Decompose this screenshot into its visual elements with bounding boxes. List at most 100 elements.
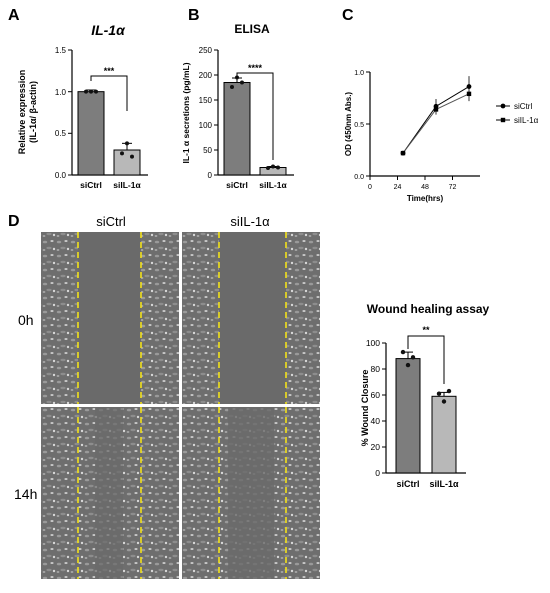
micrograph-siil1a-14h-gap [228, 407, 274, 579]
chart-b: ELISA IL-1 α secretions (pg/mL) 0 50 100… [181, 22, 294, 190]
chart-a: IL-1α Relative expression (IL-1α/ β-acti… [17, 22, 148, 190]
panel-label-c: C [342, 7, 354, 24]
chart-d-cat-0: siCtrl [396, 479, 419, 489]
chart-c-legend-marker-1 [500, 117, 506, 123]
chart-d-sig-bracket [407, 335, 445, 384]
micrograph-sictrl-14h [41, 407, 179, 579]
chart-a-ytick-2: 1.0 [55, 88, 67, 97]
chart-b-pt-0-2 [240, 80, 244, 85]
chart-b-ylabel: IL-1 α secretions (pg/mL) [181, 62, 191, 163]
chart-c-pt-0-2 [466, 84, 472, 89]
micrograph-sictrl-14h-gap [95, 407, 123, 579]
micrograph-grid: siCtrl siIL-1α 0h 14h [14, 214, 320, 579]
chart-b-ytick-5: 250 [199, 46, 213, 55]
chart-c-pt-1-1 [433, 107, 439, 112]
chart-a-cat-0: siCtrl [80, 180, 102, 190]
chart-c: OD (450nm Abs.) 0.0 0.5 1.0 0 24 48 72 T… [344, 70, 539, 203]
chart-a-sig-bracket [90, 75, 128, 111]
chart-a-pt-1-0 [120, 151, 124, 156]
chart-d-ylabel: % Wound Closure [360, 370, 370, 447]
chart-b-pt-1-1 [271, 164, 275, 169]
chart-c-ytick-2: 1.0 [354, 70, 364, 77]
chart-c-yticks: 0.0 0.5 1.0 [354, 70, 370, 181]
chart-d-ytick-3: 60 [371, 390, 381, 400]
chart-d-pt-0-0 [400, 349, 406, 355]
chart-b-pt-1-0 [266, 166, 270, 170]
panel-label-b: B [188, 7, 200, 24]
chart-c-xtick-3: 72 [449, 184, 457, 191]
chart-b-bar-0 [223, 82, 251, 176]
chart-c-xtick-2: 48 [421, 184, 429, 191]
chart-d-pt-1-1 [441, 399, 447, 404]
chart-c-legend-marker-0 [500, 103, 506, 109]
chart-d-ytick-5: 100 [366, 338, 380, 348]
chart-b-ytick-3: 150 [199, 96, 213, 105]
chart-c-xticks: 0 24 48 72 [368, 176, 456, 191]
chart-d-bar-1 [431, 395, 457, 474]
chart-d-ytick-0: 0 [375, 468, 380, 478]
chart-c-legend: siCtrl siIL-1α [496, 102, 539, 125]
chart-a-ytick-3: 1.5 [55, 46, 67, 55]
chart-c-pt-1-2 [466, 91, 472, 97]
micrograph-sictrl-0h [41, 232, 179, 404]
chart-b-cat-0: siCtrl [226, 180, 248, 190]
chart-d-yticks: 0 20 40 60 80 100 [366, 338, 386, 478]
chart-c-ytick-0: 0.0 [354, 174, 364, 181]
chart-d-cat-1: siIL-1α [429, 479, 459, 489]
chart-a-pt-0-0 [84, 89, 88, 94]
panel-label-d: D [8, 213, 20, 230]
chart-a-pt-1-1 [125, 141, 129, 146]
micrograph-siil1a-0h-gap [219, 232, 286, 404]
chart-a-ytick-1: 0.5 [55, 129, 67, 138]
chart-c-pt-1-0 [400, 150, 406, 156]
chart-d-title: Wound healing assay [367, 302, 490, 316]
chart-d-sig-label: ** [422, 325, 430, 335]
chart-d-pt-0-2 [410, 355, 416, 360]
chart-c-ylabel: OD (450nm Abs.) [344, 92, 353, 156]
chart-b-bar-1 [259, 167, 287, 176]
micrograph-row-label-1: 14h [14, 486, 37, 502]
chart-a-pt-0-2 [94, 89, 98, 94]
chart-c-xtick-0: 0 [368, 184, 372, 191]
chart-b-pt-0-0 [230, 85, 234, 89]
chart-b-title: ELISA [234, 22, 270, 36]
micrograph-siil1a-0h [182, 232, 320, 404]
micrograph-row-label-0: 0h [18, 312, 34, 328]
micrograph-col-label-1: siIL-1α [230, 214, 270, 229]
chart-b-ytick-1: 50 [203, 146, 212, 155]
micrograph-siil1a-14h [182, 407, 320, 579]
chart-a-title: IL-1α [91, 22, 126, 38]
chart-a-ylabel-2: (IL-1α/ β-actin) [28, 81, 38, 143]
chart-a-ylabel-1: Relative expression [17, 70, 27, 155]
chart-a-yticks: 0.0 0.5 1.0 1.5 [55, 46, 72, 180]
chart-a-ytick-0: 0.0 [55, 171, 67, 180]
chart-b-cat-1: siIL-1α [259, 180, 287, 190]
chart-b-pt-1-2 [276, 165, 280, 170]
chart-a-bar-0 [77, 91, 105, 176]
micrograph-sictrl-0h-gap [78, 232, 141, 404]
chart-c-ytick-1: 0.5 [354, 122, 364, 129]
micrograph-col-label-0: siCtrl [96, 214, 126, 229]
chart-d-ytick-2: 40 [371, 416, 381, 426]
chart-d-pt-1-2 [446, 388, 452, 394]
chart-d-pt-0-1 [405, 362, 411, 368]
panel-label-a: A [8, 7, 20, 24]
chart-b-ytick-4: 200 [199, 71, 213, 80]
chart-a-pt-1-2 [130, 154, 134, 159]
chart-d-ytick-4: 80 [371, 364, 381, 374]
chart-b-ytick-2: 100 [199, 121, 213, 130]
chart-b-yticks: 0 50 100 150 200 250 [199, 46, 218, 180]
chart-c-legend-1: siIL-1α [514, 116, 539, 125]
chart-a-sig-label: *** [104, 66, 115, 76]
chart-a-pt-0-1 [89, 89, 93, 94]
chart-d-bar-0 [395, 358, 421, 474]
chart-c-legend-0: siCtrl [514, 102, 532, 111]
chart-c-xtick-1: 24 [394, 184, 402, 191]
chart-a-bar-1 [113, 149, 141, 176]
chart-c-line-0 [402, 86, 470, 154]
chart-a-cat-1: siIL-1α [113, 180, 141, 190]
chart-d: Wound healing assay % Wound Closure 0 20… [360, 302, 490, 489]
chart-b-sig-label: **** [248, 63, 263, 73]
chart-b-sig-bracket [236, 72, 274, 160]
